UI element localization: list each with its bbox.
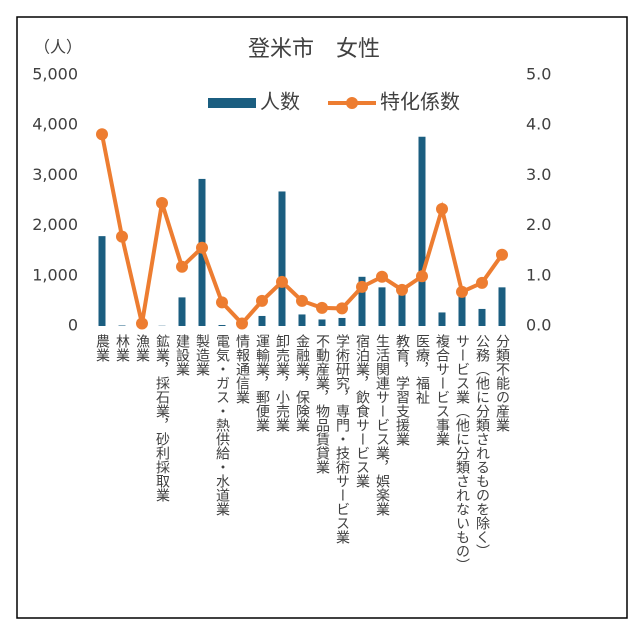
legend-label: 特化係数 [380,90,460,114]
bar [459,296,466,326]
bar [179,297,186,326]
x-tick-label: 電気・ガス・熱供給・水道業 [214,334,230,516]
x-tick-label: 運輸業，郵便業 [254,334,270,432]
y-tick-label: 0 [68,316,78,335]
marker [176,261,188,273]
bar [439,312,446,326]
marker [116,231,128,243]
bar [219,325,226,326]
y2-tick-label: 0.0 [526,316,551,335]
x-tick-label: 製造業 [194,334,210,376]
bar [419,137,426,326]
marker [216,296,228,308]
x-tick-label: 金融業，保険業 [294,334,310,432]
x-tick-label: 鉱業，採石業，砂利採取業 [154,333,170,502]
marker [396,284,408,296]
bar [279,191,286,326]
y-tick-label: 4,000 [32,115,78,134]
marker [336,302,348,314]
marker [376,271,388,283]
x-tick-label: 宿泊業，飲食サービス業 [354,333,370,488]
marker [356,281,368,293]
x-tick-label: 学術研究，専門・技術サービス業 [334,334,350,544]
x-tick-label: 農業 [94,334,110,362]
x-tick-label: 複合サービス事業 [434,333,450,446]
x-tick-label: 公務（他に分類されるものを除く） [474,334,490,558]
marker [456,286,468,298]
legend-swatch [208,98,256,108]
marker [436,203,448,215]
bar [299,314,306,326]
marker [96,128,108,140]
bar [399,293,406,326]
y-axis-label: （人） [34,38,82,57]
y2-tick-label: 5.0 [526,65,551,84]
marker [196,242,208,254]
marker [156,197,168,209]
bar [339,318,346,326]
y-tick-label: 3,000 [32,165,78,184]
x-tick-label: 教育，学習支援業 [394,334,410,446]
y-tick-label: 2,000 [32,215,78,234]
bar [479,309,486,326]
marker [236,317,248,329]
marker [416,270,428,282]
marker [136,317,148,329]
x-tick-label: 情報通信業 [234,334,250,404]
bar [319,319,326,326]
x-tick-label: 建設業 [174,334,190,376]
x-tick-label: 生活関連サービス業，娯楽業 [374,334,390,516]
y2-tick-label: 4.0 [526,115,551,134]
x-tick-label: 卸売業，小売業 [274,334,290,432]
y-tick-label: 1,000 [32,265,78,284]
marker [496,249,508,261]
marker [296,295,308,307]
bar [499,287,506,326]
marker [276,276,288,288]
bar [99,236,106,326]
y2-tick-label: 1.0 [526,265,551,284]
legend-label: 人数 [260,90,300,114]
marker [316,302,328,314]
x-tick-label: サービス業（他に分類されないもの） [454,334,470,572]
bar [259,316,266,326]
y-tick-label: 5,000 [32,65,78,84]
x-tick-label: 林業 [114,334,130,362]
x-tick-label: 分類不能の産業 [494,334,510,432]
marker [256,295,268,307]
chart-title: 登米市 女性 [248,37,380,62]
bar [119,325,126,326]
marker [476,277,488,289]
x-tick-label: 不動産業，物品賃貸業 [314,334,330,474]
x-tick-label: 医療，福祉 [414,334,430,405]
x-tick-label: 漁業 [134,334,150,362]
y2-tick-label: 3.0 [526,165,551,184]
y2-tick-label: 2.0 [526,215,551,234]
bar [379,287,386,326]
legend-swatch [346,97,358,109]
